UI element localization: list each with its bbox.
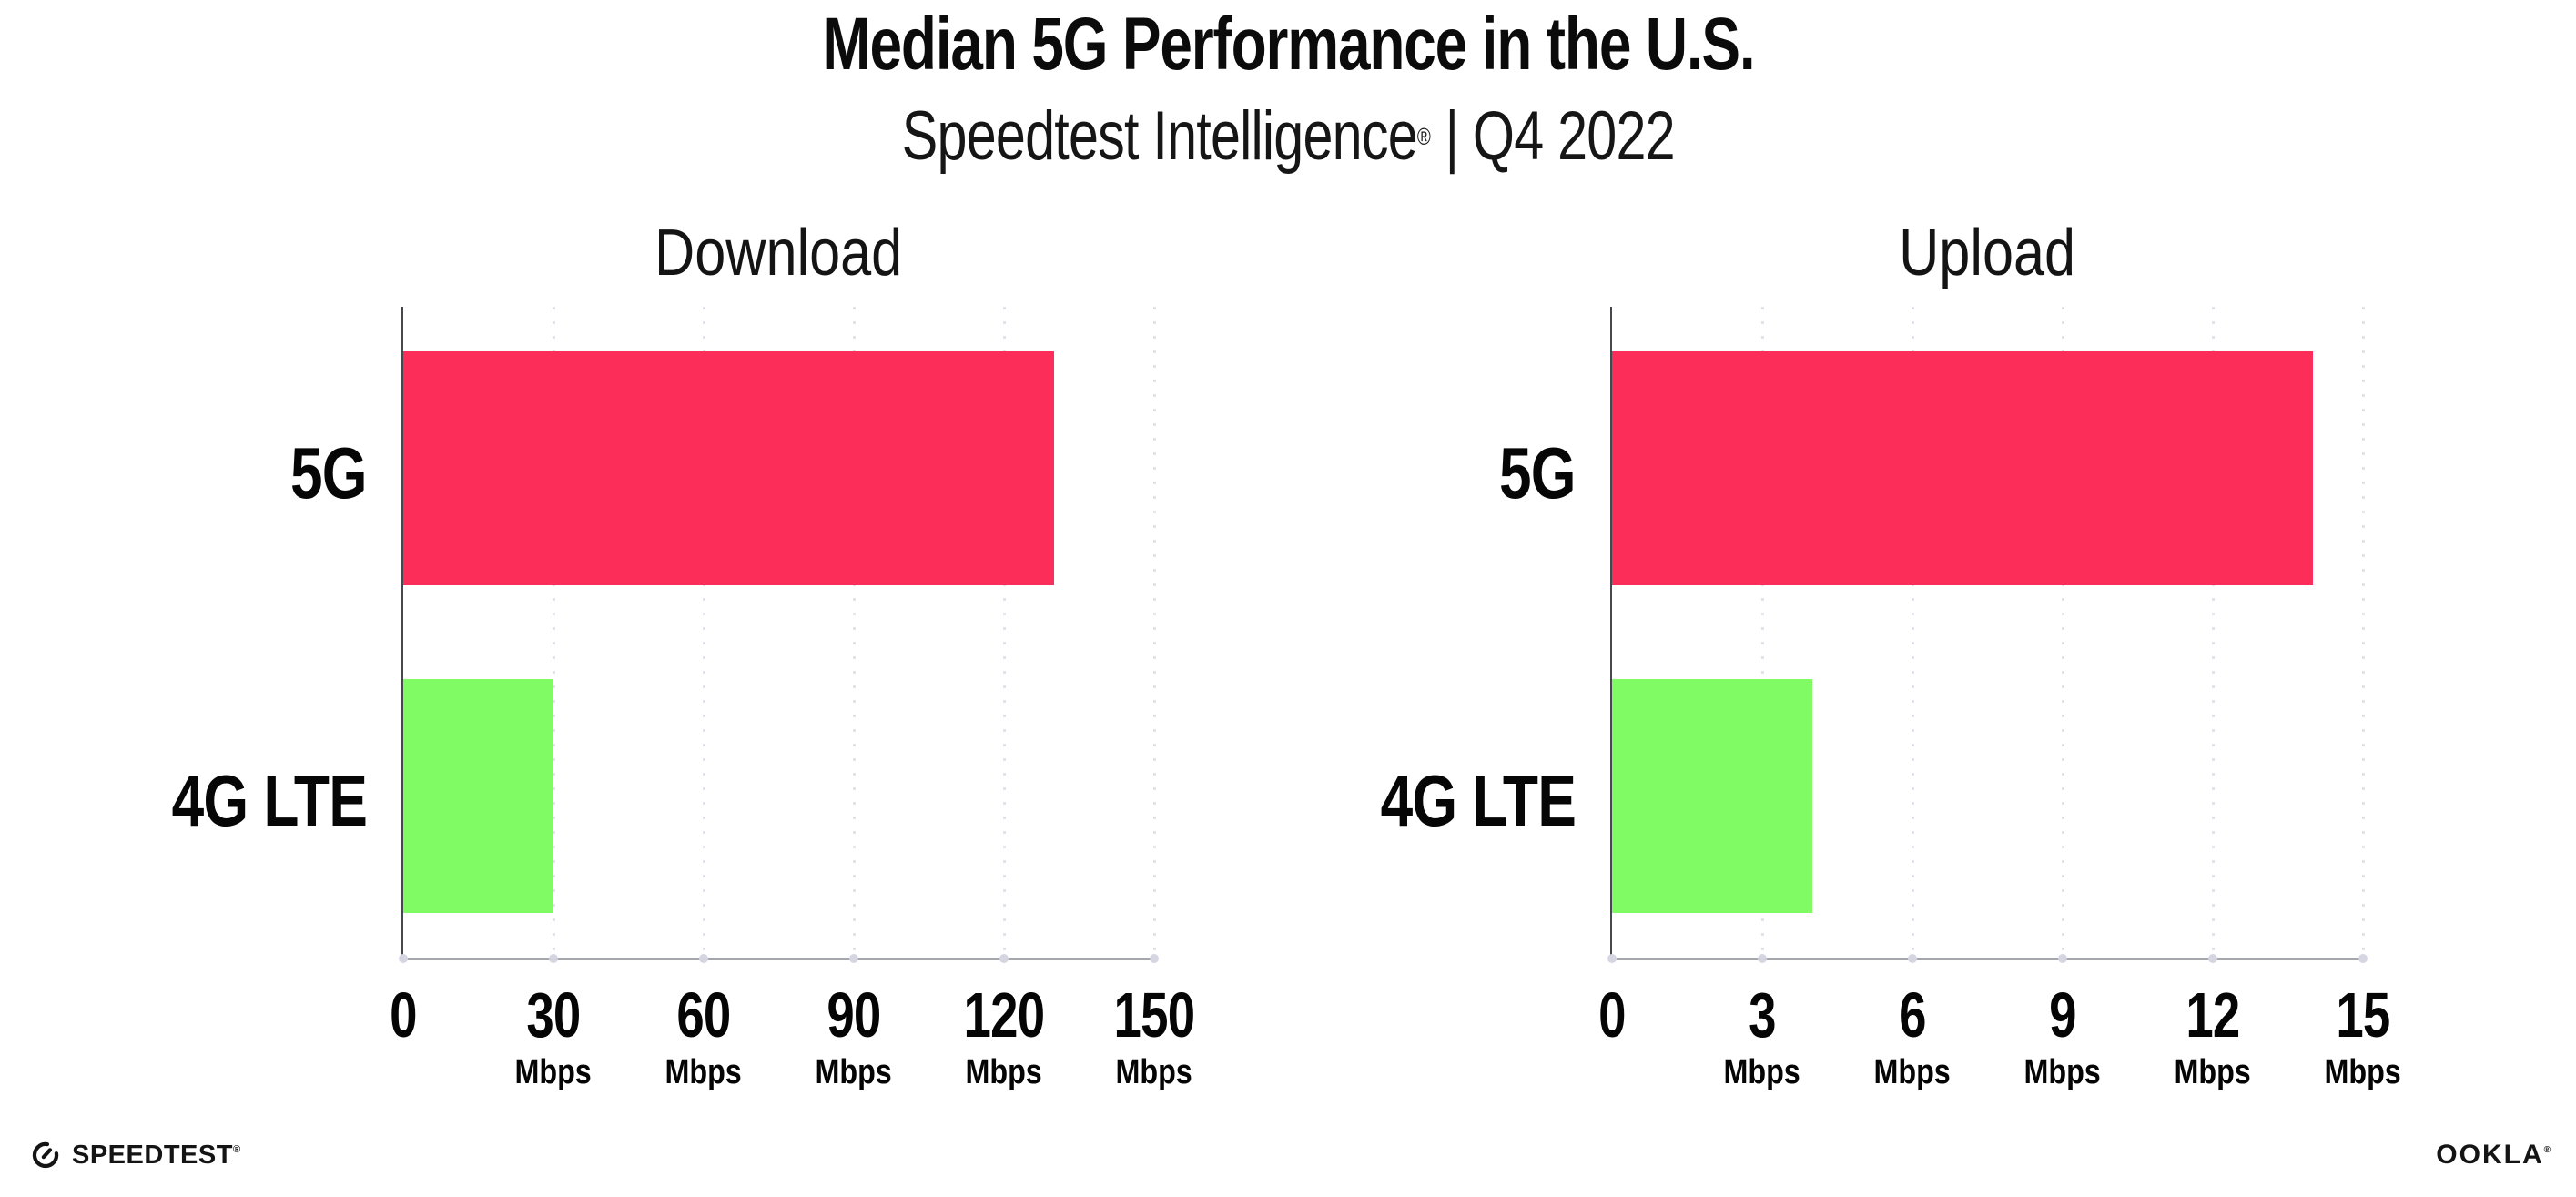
x-tick-value: 3 xyxy=(1749,979,1776,1050)
speedtest-wordmark: SPEEDTEST® xyxy=(72,1140,241,1170)
gridline-60 xyxy=(702,307,705,958)
axis-tick-dot-60 xyxy=(699,954,708,963)
speedtest-registered-mark: ® xyxy=(232,1143,241,1155)
axis-tick-dot-15 xyxy=(2358,954,2368,963)
page-subtitle: Speedtest Intelligence® | Q4 2022 xyxy=(0,102,2576,171)
x-tick-label-120: 120 Mbps xyxy=(913,983,1095,1090)
category-label-5g: 5G xyxy=(1366,351,1577,585)
x-tick-value: 30 xyxy=(526,979,581,1050)
category-label-4g-lte: 4G LTE xyxy=(1366,679,1577,913)
y-axis-spine xyxy=(1610,307,1612,960)
chart-title-text: Upload xyxy=(1899,217,2076,289)
axis-tick-dot-30 xyxy=(549,954,558,963)
page-subtitle-text: Speedtest Intelligence® | Q4 2022 xyxy=(901,97,1675,175)
x-tick-label-150: 150 Mbps xyxy=(1063,983,1245,1090)
gridline-90 xyxy=(852,307,856,958)
x-tick-unit: Mbps xyxy=(2324,1053,2402,1091)
axis-tick-dot-90 xyxy=(849,954,858,963)
x-tick-label-3: 3 Mbps xyxy=(1671,983,1853,1090)
category-label-text: 5G xyxy=(290,431,368,513)
x-tick-label-30: 30 Mbps xyxy=(462,983,644,1090)
gridline-12 xyxy=(2211,307,2215,958)
x-tick-value: 0 xyxy=(390,979,417,1050)
speedtest-gauge-icon xyxy=(32,1141,59,1169)
x-tick-value: 0 xyxy=(1598,979,1626,1050)
x-tick-label-0: 0 xyxy=(312,983,494,1047)
x-tick-unit: Mbps xyxy=(2174,1053,2252,1091)
x-tick-unit: Mbps xyxy=(965,1053,1043,1091)
chart-plot-download: Download 5G 4G LTE 0 30 Mbps 60 Mbps 90 Mbps 120 Mb… xyxy=(172,220,1196,1090)
axis-tick-dot-120 xyxy=(999,954,1009,963)
axis-tick-dot-0 xyxy=(399,954,408,963)
gridline-15 xyxy=(2361,307,2365,958)
x-tick-value: 90 xyxy=(827,979,881,1050)
x-tick-unit: Mbps xyxy=(664,1053,743,1091)
x-tick-unit: Mbps xyxy=(815,1053,893,1091)
axis-tick-dot-9 xyxy=(2058,954,2067,963)
category-label-5g: 5G xyxy=(157,351,368,585)
axis-tick-dot-6 xyxy=(1908,954,1917,963)
page-title: Median 5G Performance in the U.S. xyxy=(0,7,2576,82)
x-tick-label-90: 90 Mbps xyxy=(763,983,945,1090)
axis-tick-dot-0 xyxy=(1607,954,1617,963)
bar-4g-lte xyxy=(1612,679,1812,913)
x-tick-unit: Mbps xyxy=(2023,1053,2102,1091)
x-axis-line xyxy=(401,958,1157,960)
gridline-3 xyxy=(1760,307,1764,958)
bar-5g xyxy=(403,351,1054,585)
bar-5g xyxy=(1612,351,2313,585)
x-tick-value: 60 xyxy=(676,979,731,1050)
chart-title-text: Download xyxy=(654,217,903,289)
bar-4g-lte xyxy=(403,679,553,913)
x-tick-label-60: 60 Mbps xyxy=(613,983,795,1090)
x-tick-label-9: 9 Mbps xyxy=(1972,983,2154,1090)
x-tick-value: 12 xyxy=(2186,979,2240,1050)
x-axis-line xyxy=(1610,958,2366,960)
axis-tick-dot-3 xyxy=(1758,954,1767,963)
ookla-registered-mark: ® xyxy=(2543,1145,2551,1155)
chart-title-upload: Upload xyxy=(1612,220,2363,286)
axis-tick-dot-12 xyxy=(2208,954,2217,963)
registered-mark: ® xyxy=(1416,122,1431,150)
gridline-6 xyxy=(1911,307,1914,958)
x-tick-unit: Mbps xyxy=(1723,1053,1801,1091)
chart-plot-upload: Upload 5G 4G LTE 0 3 Mbps 6 Mbps 9 Mbps 12 Mbps 15 Mb… xyxy=(1381,220,2402,1090)
x-tick-unit: Mbps xyxy=(1873,1053,1952,1091)
x-tick-label-12: 12 Mbps xyxy=(2122,983,2304,1090)
axis-tick-dot-150 xyxy=(1150,954,1159,963)
x-tick-unit: Mbps xyxy=(514,1053,593,1091)
page-title-text: Median 5G Performance in the U.S. xyxy=(821,3,1755,86)
gridline-150 xyxy=(1152,307,1156,958)
x-tick-value: 150 xyxy=(1113,979,1196,1050)
gridline-30 xyxy=(552,307,555,958)
x-tick-value: 15 xyxy=(2336,979,2390,1050)
x-tick-label-6: 6 Mbps xyxy=(1821,983,2003,1090)
y-axis-spine xyxy=(401,307,403,960)
gridline-120 xyxy=(1002,307,1006,958)
x-tick-unit: Mbps xyxy=(1115,1053,1193,1091)
x-tick-value: 120 xyxy=(963,979,1046,1050)
category-label-text: 4G LTE xyxy=(171,759,368,841)
x-tick-label-15: 15 Mbps xyxy=(2272,983,2454,1090)
category-label-text: 4G LTE xyxy=(1380,759,1577,841)
category-label-4g-lte: 4G LTE xyxy=(157,679,368,913)
speedtest-logo: SPEEDTEST® xyxy=(30,1140,241,1171)
x-tick-value: 6 xyxy=(1899,979,1926,1050)
ookla-logo: OOKLA® xyxy=(2436,1140,2551,1170)
x-tick-label-0: 0 xyxy=(1521,983,1703,1047)
gridline-9 xyxy=(2061,307,2064,958)
x-tick-value: 9 xyxy=(2049,979,2076,1050)
chart-title-download: Download xyxy=(403,220,1154,286)
category-label-text: 5G xyxy=(1499,431,1577,513)
